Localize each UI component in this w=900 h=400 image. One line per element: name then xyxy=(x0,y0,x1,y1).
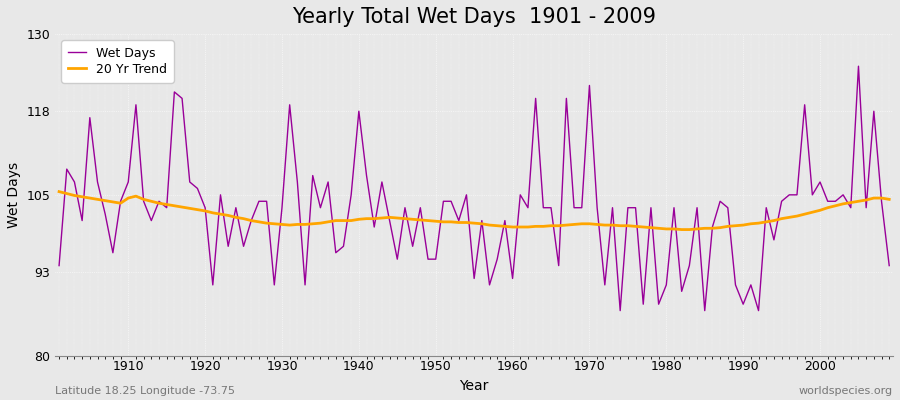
Line: 20 Yr Trend: 20 Yr Trend xyxy=(59,192,889,230)
Text: Latitude 18.25 Longitude -73.75: Latitude 18.25 Longitude -73.75 xyxy=(55,386,235,396)
Wet Days xyxy=(284,102,295,107)
Wet Days xyxy=(615,308,626,313)
Wet Days xyxy=(853,64,864,69)
Title: Yearly Total Wet Days  1901 - 2009: Yearly Total Wet Days 1901 - 2009 xyxy=(292,7,656,27)
Wet Days xyxy=(330,250,341,255)
20 Yr Trend xyxy=(508,225,518,230)
Wet Days xyxy=(599,282,610,287)
Text: worldspecies.org: worldspecies.org xyxy=(799,386,893,396)
20 Yr Trend xyxy=(500,224,510,229)
Wet Days xyxy=(508,276,518,281)
20 Yr Trend xyxy=(884,197,895,202)
Legend: Wet Days, 20 Yr Trend: Wet Days, 20 Yr Trend xyxy=(61,40,174,82)
20 Yr Trend xyxy=(54,189,65,194)
20 Yr Trend xyxy=(676,227,687,232)
Wet Days xyxy=(115,199,126,204)
X-axis label: Year: Year xyxy=(460,379,489,393)
20 Yr Trend xyxy=(115,201,126,206)
20 Yr Trend xyxy=(599,223,610,228)
Wet Days xyxy=(500,218,510,223)
Line: Wet Days: Wet Days xyxy=(59,66,889,311)
Y-axis label: Wet Days: Wet Days xyxy=(7,162,21,228)
20 Yr Trend xyxy=(330,218,341,223)
20 Yr Trend xyxy=(284,223,295,228)
Wet Days xyxy=(884,263,895,268)
Wet Days xyxy=(54,263,65,268)
